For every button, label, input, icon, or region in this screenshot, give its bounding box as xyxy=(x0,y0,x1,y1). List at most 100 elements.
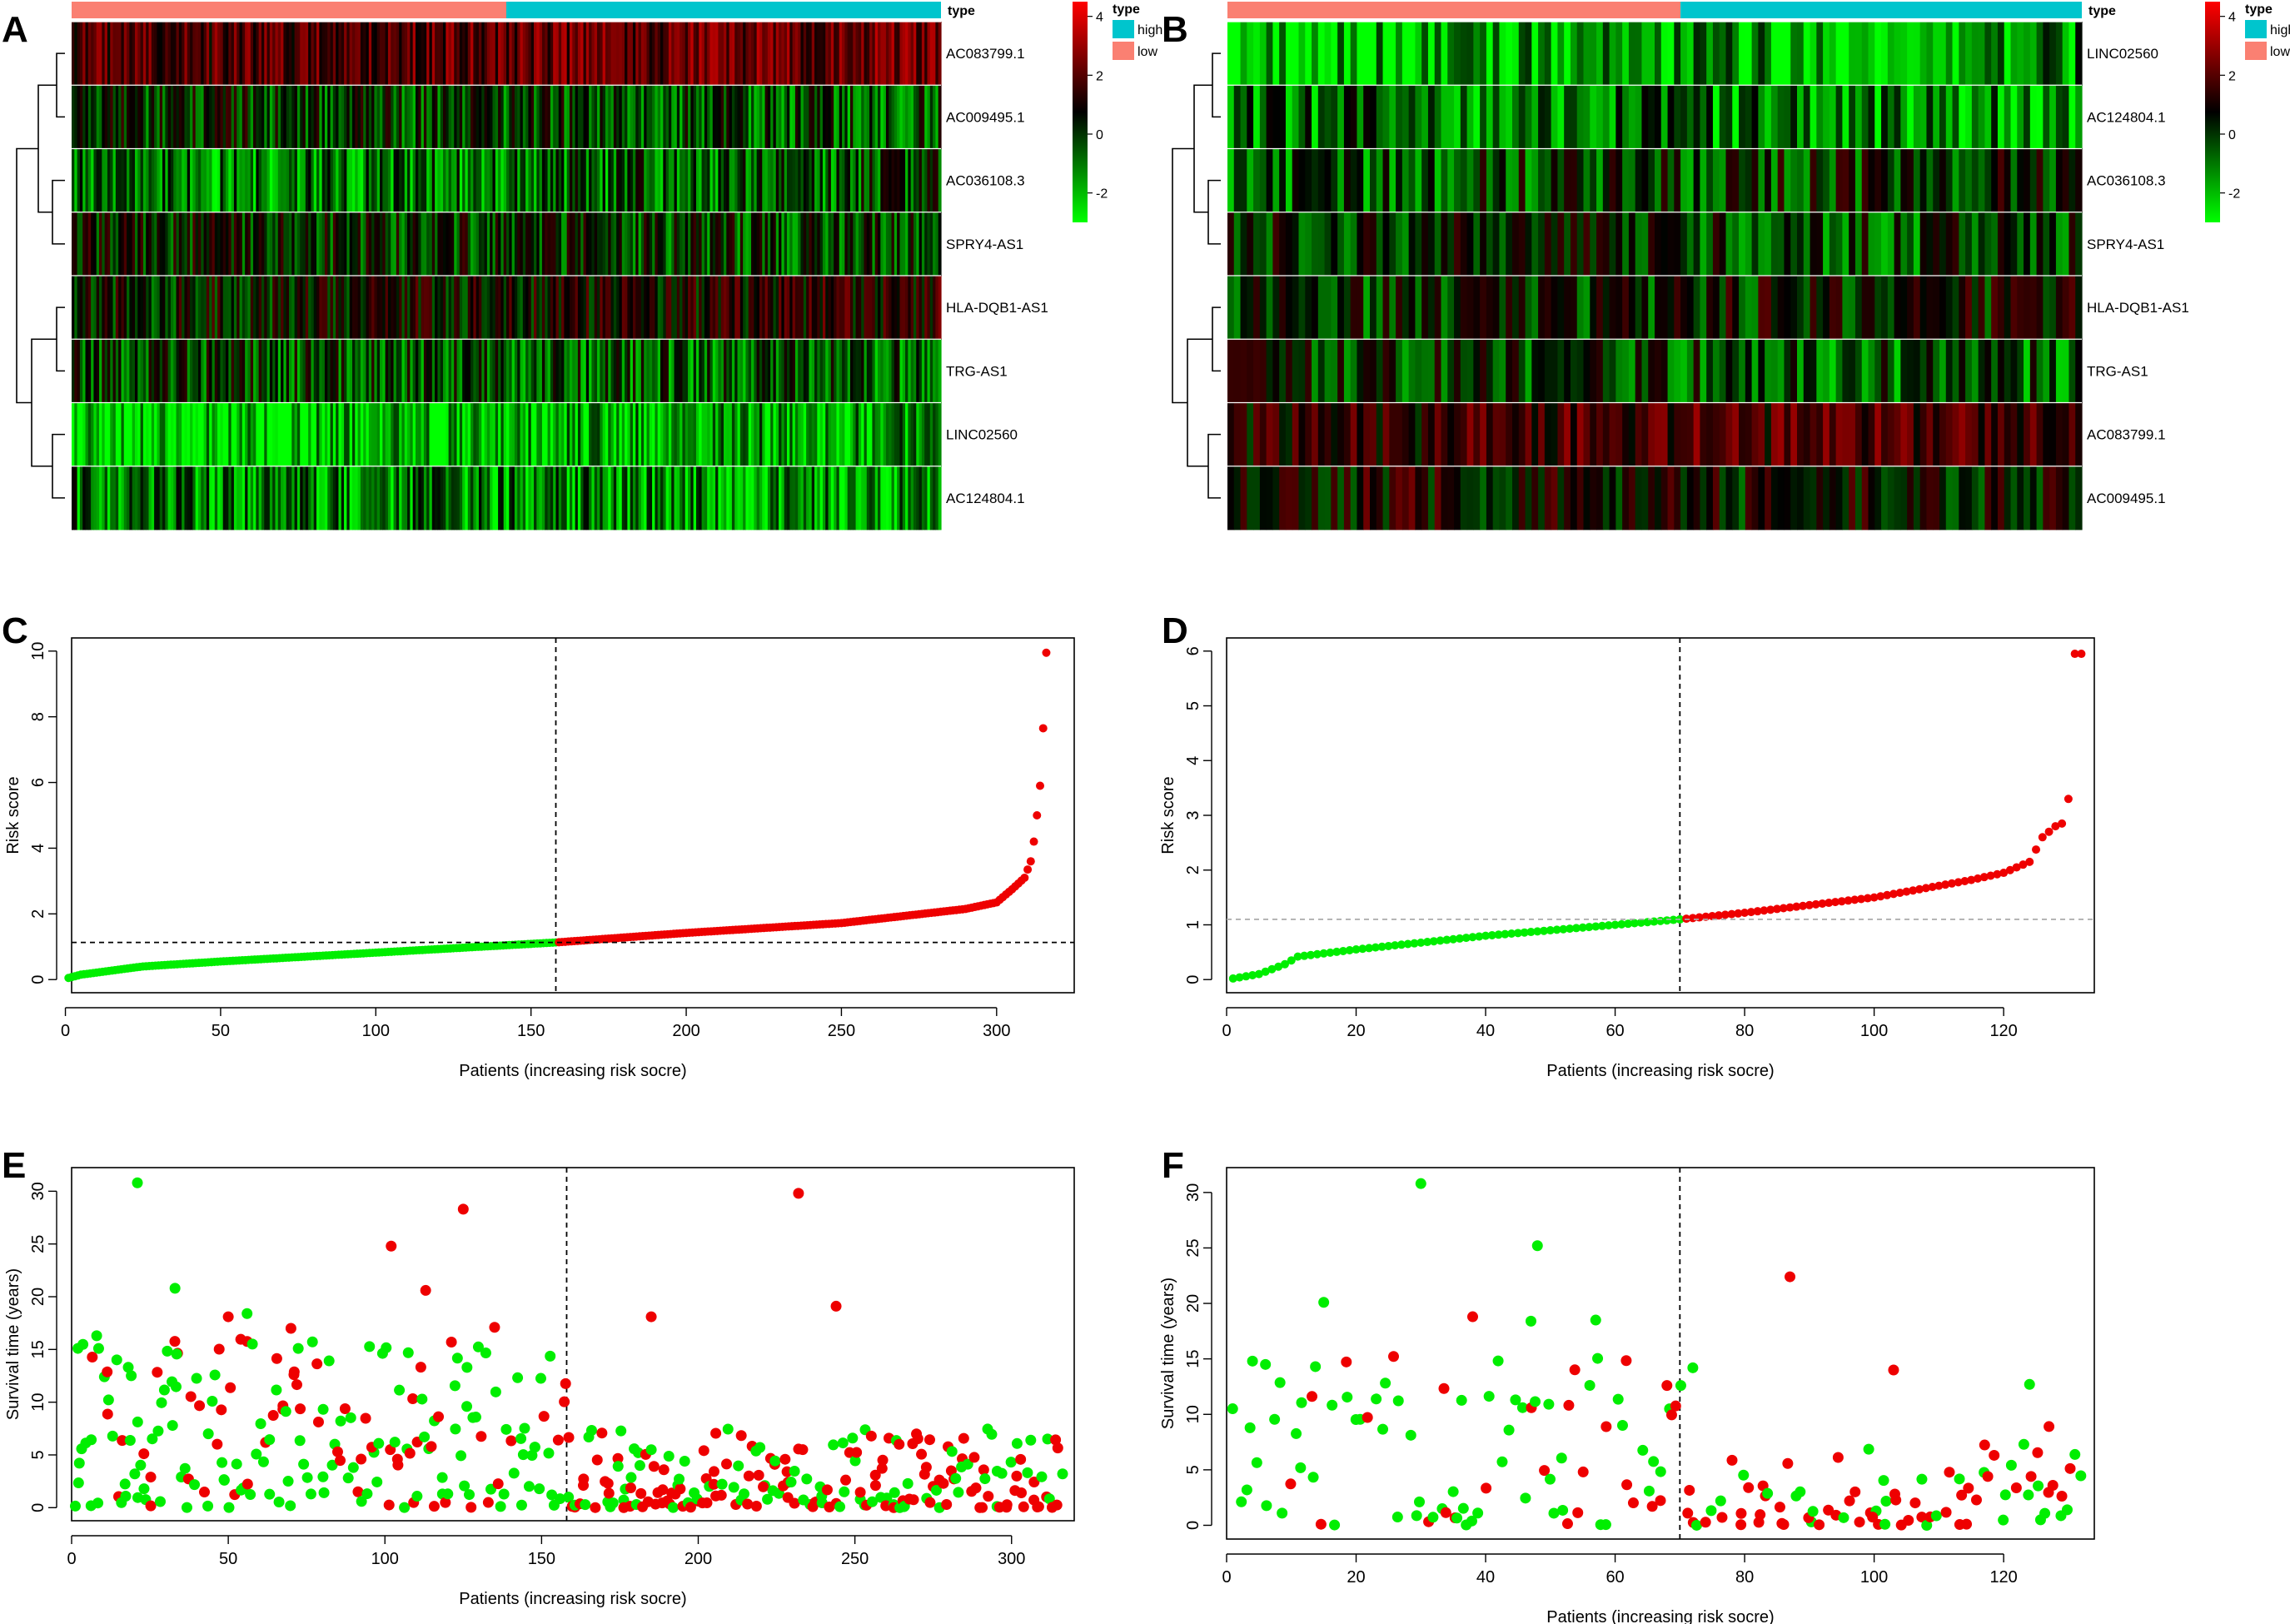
heatmap-cell xyxy=(663,212,667,276)
heatmap-cell xyxy=(1680,85,1688,149)
heatmap-cell xyxy=(921,212,925,276)
heatmap-cell xyxy=(1466,466,1474,531)
risk-point-low xyxy=(1585,923,1594,932)
survival-point-dead xyxy=(311,1358,323,1370)
heatmap-cell xyxy=(2075,276,2083,340)
heatmap-cell xyxy=(1427,402,1436,467)
heatmap-cell xyxy=(855,148,859,213)
heatmap-cell xyxy=(167,22,172,86)
heatmap-cell xyxy=(1868,22,1875,86)
heatmap-cell xyxy=(600,339,604,403)
survival-point-alive xyxy=(615,1425,627,1437)
heatmap-cell xyxy=(509,212,513,276)
heatmap-cell xyxy=(908,148,912,213)
heatmap-cell xyxy=(1816,212,1824,276)
heatmap-cell xyxy=(410,466,414,531)
heatmap-cell xyxy=(632,276,636,340)
heatmap-cell xyxy=(1842,466,1849,531)
heatmap-cell xyxy=(484,22,488,86)
heatmap-cell xyxy=(2068,148,2076,213)
heatmap-cell xyxy=(305,466,309,531)
heatmap-cell xyxy=(272,339,276,403)
heatmap-cell xyxy=(564,339,568,403)
heatmap-cell xyxy=(1952,402,1959,467)
heatmap-cell xyxy=(1506,276,1513,340)
heatmap-cell xyxy=(313,85,317,149)
heatmap-cell xyxy=(528,402,532,467)
heatmap-cell xyxy=(431,276,436,340)
risk-point-low xyxy=(1552,925,1561,934)
heatmap-cell xyxy=(1648,212,1655,276)
heatmap-cell xyxy=(344,148,347,213)
survival-point-alive xyxy=(902,1477,914,1489)
heatmap-cell xyxy=(762,466,766,531)
heatmap-cell xyxy=(495,402,499,467)
heatmap-cell xyxy=(165,85,169,149)
heatmap-cell xyxy=(454,85,458,149)
heatmap-cell xyxy=(473,402,477,467)
heatmap-cell xyxy=(547,339,551,403)
heatmap-cell xyxy=(481,466,485,531)
heatmap-cell xyxy=(564,22,568,86)
heatmap-cell xyxy=(517,466,521,531)
heatmap-cell xyxy=(465,85,469,149)
heatmap-cell xyxy=(1991,402,1999,467)
heatmap-cell xyxy=(748,212,752,276)
survival-point-alive xyxy=(292,1343,304,1354)
heatmap-cell xyxy=(1919,466,1928,531)
risk-point-high xyxy=(1766,905,1775,914)
heatmap-cell xyxy=(1576,212,1585,276)
heatmap-cell xyxy=(102,212,106,276)
heatmap-cell xyxy=(933,212,936,276)
heatmap-cell xyxy=(93,22,97,86)
heatmap-cell xyxy=(1363,339,1371,403)
heatmap-cell xyxy=(236,402,241,467)
heatmap-cell xyxy=(123,339,127,403)
heatmap-cell xyxy=(739,148,744,213)
heatmap-cell xyxy=(1447,212,1455,276)
heatmap-cell xyxy=(536,85,540,149)
heatmap-cell xyxy=(1939,22,1947,86)
heatmap-cell xyxy=(490,22,494,86)
heatmap-cell xyxy=(748,85,752,149)
heatmap-cell xyxy=(759,402,763,467)
survival-point-dead xyxy=(216,1404,227,1416)
heatmap-cell xyxy=(789,148,794,213)
heatmap-cell xyxy=(828,466,832,531)
survival-point-alive xyxy=(1329,1519,1341,1531)
heatmap-cell xyxy=(99,402,102,467)
heatmap-cell xyxy=(921,276,925,340)
heatmap-cell xyxy=(426,148,431,213)
survival-point-alive xyxy=(264,1488,276,1500)
heatmap-cell xyxy=(1615,22,1623,86)
heatmap-cell xyxy=(1324,402,1332,467)
heatmap-cell xyxy=(91,22,95,86)
survival-point-dead xyxy=(1903,1515,1914,1526)
heatmap-cell xyxy=(481,22,485,86)
heatmap-cell xyxy=(739,276,744,340)
heatmap-cell xyxy=(1628,148,1636,213)
heatmap-cell xyxy=(550,22,554,86)
survival-point-alive xyxy=(979,1473,991,1485)
risk-point-high xyxy=(1999,869,2009,878)
heatmap-cell xyxy=(558,466,562,531)
heatmap-cell xyxy=(165,339,169,403)
heatmap-cell xyxy=(577,276,581,340)
heatmap-cell xyxy=(517,402,521,467)
heatmap-cell xyxy=(296,402,301,467)
heatmap-cell xyxy=(206,22,210,86)
heatmap-cell xyxy=(231,466,235,531)
heatmap-cell xyxy=(792,276,796,340)
heatmap-cell xyxy=(305,85,309,149)
heatmap-cell xyxy=(605,148,609,213)
heatmap-cell xyxy=(1803,276,1811,340)
heatmap-cell xyxy=(558,402,562,467)
heatmap-cell xyxy=(305,276,309,340)
heatmap-cell xyxy=(283,148,287,213)
heatmap-cell xyxy=(351,466,356,531)
heatmap-cell xyxy=(1382,22,1390,86)
heatmap-cell xyxy=(1810,339,1817,403)
heatmap-cell xyxy=(1389,276,1396,340)
heatmap-cell xyxy=(385,148,389,213)
heatmap-cell xyxy=(844,339,849,403)
